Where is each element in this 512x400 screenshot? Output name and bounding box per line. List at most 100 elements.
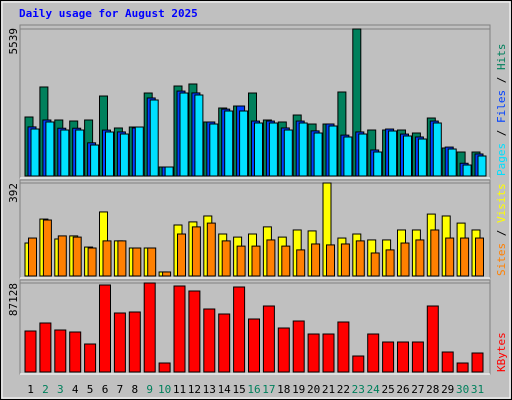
- bar: [221, 240, 231, 277]
- x-tick-label: 20: [307, 383, 320, 396]
- bar: [188, 290, 201, 373]
- bar: [239, 110, 249, 177]
- bar: [262, 305, 275, 373]
- bar: [460, 237, 470, 277]
- bar: [233, 286, 246, 373]
- x-tick-label: 9: [146, 383, 153, 396]
- bar: [194, 94, 204, 177]
- bar: [149, 99, 159, 177]
- bar: [328, 125, 338, 177]
- bar: [397, 341, 409, 373]
- bar: [373, 151, 383, 177]
- legend-entry: KBytes: [495, 332, 508, 372]
- bar: [337, 321, 350, 373]
- legend: Sites / Visits: [495, 183, 508, 276]
- bar: [411, 341, 424, 373]
- bar: [307, 333, 320, 373]
- x-tick-label: 2: [42, 383, 49, 396]
- legend-separator: /: [495, 223, 508, 243]
- bar: [281, 245, 291, 277]
- bar: [415, 239, 425, 277]
- x-tick-label: 15: [232, 383, 245, 396]
- bar: [69, 331, 82, 373]
- bar: [236, 245, 246, 277]
- x-tick-label: 14: [218, 383, 232, 396]
- bar: [164, 166, 174, 177]
- bar: [462, 164, 472, 177]
- legend: Pages / Files / Hits: [495, 44, 508, 177]
- bar: [343, 136, 353, 177]
- legend-separator: /: [495, 123, 508, 143]
- bar: [340, 243, 350, 277]
- bar: [117, 240, 127, 277]
- x-tick-label: 17: [262, 383, 275, 396]
- bar: [87, 247, 97, 277]
- bar: [90, 144, 100, 177]
- bar: [177, 233, 186, 277]
- bar: [203, 308, 216, 373]
- bar: [57, 235, 67, 277]
- bar: [206, 222, 216, 277]
- bar: [248, 318, 260, 373]
- bar: [209, 123, 219, 177]
- legend-entry: Visits: [495, 183, 508, 223]
- bar: [296, 249, 306, 277]
- bar: [28, 237, 37, 277]
- bar: [54, 329, 67, 373]
- bar: [119, 133, 129, 177]
- bar: [113, 312, 126, 373]
- x-tick-label: 5: [87, 383, 94, 396]
- bar: [158, 362, 171, 373]
- bar: [45, 121, 55, 177]
- bar: [173, 285, 186, 373]
- bar: [134, 126, 144, 177]
- x-tick-label: 30: [456, 383, 469, 396]
- bar: [322, 333, 335, 373]
- bar: [292, 320, 305, 373]
- bar: [370, 252, 380, 277]
- bar: [105, 131, 114, 177]
- legend-entry: Pages: [495, 143, 508, 176]
- bar: [283, 129, 293, 177]
- bar: [432, 122, 442, 177]
- x-tick-label: 13: [203, 383, 216, 396]
- x-tick-label: 26: [396, 383, 409, 396]
- y-tick-label: 392: [7, 183, 20, 203]
- bar: [147, 247, 157, 277]
- legend: KBytes: [495, 332, 508, 372]
- x-tick-label: 19: [292, 383, 305, 396]
- x-tick-label: 29: [441, 383, 454, 396]
- bar: [352, 355, 365, 373]
- x-tick-label: 4: [72, 383, 79, 396]
- bar: [417, 138, 427, 177]
- bar: [385, 249, 395, 277]
- x-tick-label: 24: [367, 383, 381, 396]
- x-tick-label: 7: [117, 383, 124, 396]
- y-tick-label: 87128: [7, 283, 20, 316]
- bar: [326, 244, 335, 277]
- legend-entry: Hits: [495, 44, 508, 71]
- bar: [403, 135, 412, 177]
- bar: [254, 122, 263, 177]
- bar: [277, 327, 290, 373]
- x-tick-label: 1: [27, 383, 34, 396]
- bar: [84, 343, 97, 373]
- bar: [475, 237, 484, 277]
- bar: [447, 148, 457, 177]
- x-tick-label: 31: [471, 383, 484, 396]
- bar: [311, 243, 321, 277]
- x-tick-label: 25: [381, 383, 394, 396]
- bar: [388, 130, 398, 177]
- bar: [441, 351, 454, 373]
- bar: [72, 236, 82, 277]
- bar: [298, 122, 308, 177]
- bar: [42, 219, 52, 277]
- x-tick-label: 10: [158, 383, 171, 396]
- x-tick-label: 28: [426, 383, 439, 396]
- chart-title: Daily usage for August 2025: [19, 7, 198, 20]
- bar: [266, 239, 276, 277]
- bar: [102, 240, 112, 277]
- bar: [477, 155, 487, 177]
